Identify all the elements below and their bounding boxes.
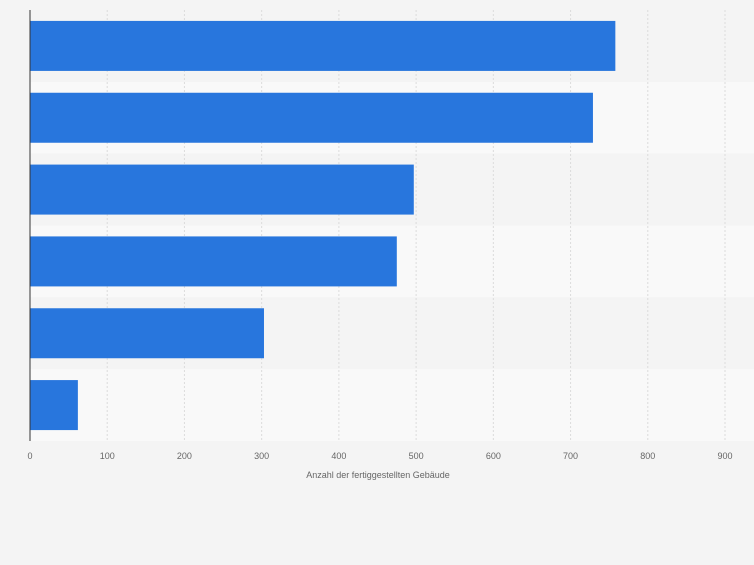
x-tick-label: 100 xyxy=(100,451,115,461)
x-tick-label: 0 xyxy=(27,451,32,461)
x-tick-labels: 0 100 200 300 400 500 600 700 800 900 xyxy=(27,451,732,461)
x-tick-label: 400 xyxy=(331,451,346,461)
x-tick-label: 500 xyxy=(409,451,424,461)
x-tick-label: 700 xyxy=(563,451,578,461)
bar[interactable] xyxy=(30,92,593,143)
bar[interactable] xyxy=(30,20,616,71)
bar[interactable] xyxy=(30,380,78,431)
row-band xyxy=(30,369,754,441)
bar[interactable] xyxy=(30,236,397,287)
bar[interactable] xyxy=(30,164,414,215)
x-tick-label: 900 xyxy=(717,451,732,461)
x-tick-label: 800 xyxy=(640,451,655,461)
x-tick-label: 200 xyxy=(177,451,192,461)
x-tick-label: 600 xyxy=(486,451,501,461)
bar[interactable] xyxy=(30,308,264,359)
row-bands xyxy=(30,10,754,441)
x-axis-label: Anzahl der fertiggestellten Gebäude xyxy=(306,470,450,480)
x-tick-label: 300 xyxy=(254,451,269,461)
bars xyxy=(30,20,616,431)
